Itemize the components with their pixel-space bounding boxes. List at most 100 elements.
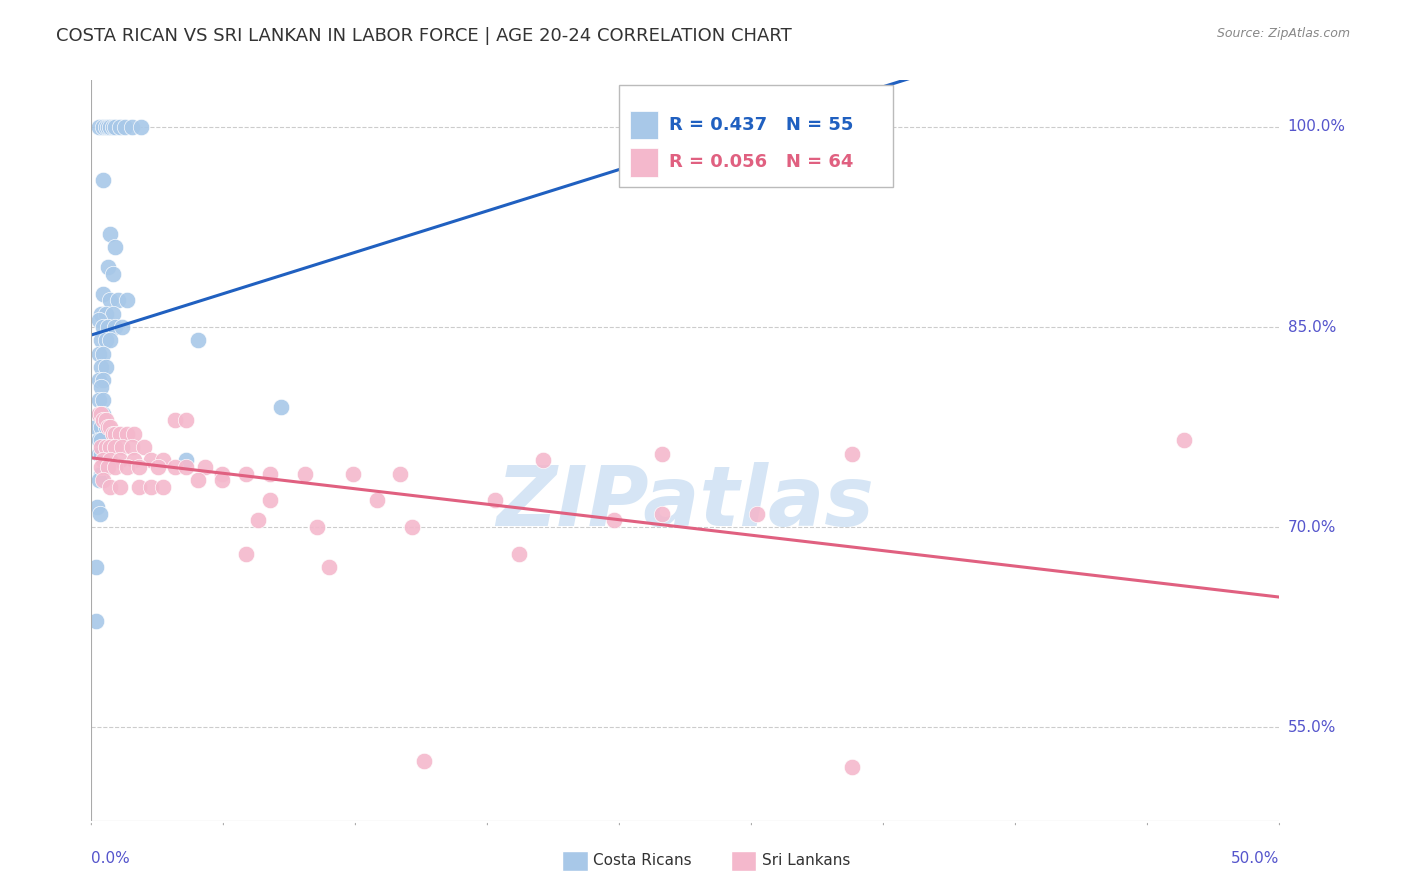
Point: [128, 460, 150, 475]
Text: ZIPatlas: ZIPatlas: [496, 462, 875, 543]
Point: [97, 120, 120, 134]
Point: [294, 467, 316, 481]
Point: [108, 120, 131, 134]
Point: [270, 400, 292, 414]
Point: [91, 347, 114, 361]
Point: [152, 453, 174, 467]
Point: [121, 440, 143, 454]
Point: [91, 320, 114, 334]
Text: R = 0.437   N = 55: R = 0.437 N = 55: [669, 116, 853, 134]
Point: [401, 520, 423, 534]
Point: [87, 474, 110, 488]
Point: [100, 334, 122, 348]
Text: Source: ZipAtlas.com: Source: ZipAtlas.com: [1216, 27, 1350, 40]
Point: [100, 227, 122, 241]
Point: [100, 420, 122, 434]
Point: [176, 460, 198, 475]
Point: [97, 460, 120, 475]
Point: [90, 460, 112, 475]
Point: [90, 307, 112, 321]
Point: [121, 120, 143, 134]
Point: [146, 460, 169, 475]
Point: [91, 173, 114, 187]
Point: [531, 453, 554, 467]
Point: [94, 360, 117, 375]
Point: [87, 407, 110, 421]
Point: [603, 514, 626, 528]
Point: [259, 467, 281, 481]
Point: [90, 407, 112, 421]
Point: [94, 307, 117, 321]
Point: [87, 373, 110, 387]
Point: [841, 760, 863, 774]
Point: [94, 413, 117, 427]
Text: 50.0%: 50.0%: [1232, 851, 1279, 866]
Point: [101, 267, 124, 281]
Point: [89, 507, 111, 521]
Point: [91, 474, 114, 488]
Point: [176, 413, 198, 427]
Point: [100, 453, 122, 467]
Point: [84, 614, 107, 628]
Point: [114, 120, 136, 134]
Point: [90, 467, 112, 481]
Point: [235, 467, 257, 481]
Point: [90, 434, 112, 448]
Point: [108, 453, 131, 467]
Point: [94, 420, 117, 434]
Point: [84, 560, 107, 574]
Point: [342, 467, 364, 481]
Point: [84, 420, 107, 434]
Point: [307, 520, 329, 534]
Point: [318, 560, 340, 574]
Point: [91, 120, 114, 134]
Point: [152, 480, 174, 494]
Point: [87, 347, 110, 361]
Text: R = 0.056   N = 64: R = 0.056 N = 64: [669, 153, 853, 171]
Point: [508, 547, 530, 561]
Point: [163, 460, 186, 475]
Point: [91, 373, 114, 387]
Point: [87, 407, 110, 421]
Point: [246, 514, 269, 528]
Text: Costa Ricans: Costa Ricans: [593, 854, 692, 868]
Point: [235, 547, 257, 561]
Point: [211, 467, 233, 481]
Point: [100, 480, 122, 494]
Point: [86, 500, 108, 515]
Point: [90, 360, 112, 375]
Point: [104, 440, 127, 454]
Point: [841, 447, 863, 461]
Point: [104, 240, 127, 254]
Point: [211, 474, 233, 488]
Point: [94, 440, 117, 454]
Point: [104, 120, 127, 134]
Point: [107, 293, 129, 308]
Point: [94, 334, 117, 348]
Point: [100, 293, 122, 308]
Text: COSTA RICAN VS SRI LANKAN IN LABOR FORCE | AGE 20-24 CORRELATION CHART: COSTA RICAN VS SRI LANKAN IN LABOR FORCE…: [56, 27, 792, 45]
Point: [651, 447, 673, 461]
Point: [100, 440, 122, 454]
Point: [91, 407, 114, 421]
Point: [91, 413, 114, 427]
Point: [413, 754, 436, 768]
Point: [122, 426, 145, 441]
Point: [104, 460, 127, 475]
Text: 70.0%: 70.0%: [1288, 520, 1336, 534]
Point: [91, 453, 114, 467]
Text: Sri Lankans: Sri Lankans: [762, 854, 851, 868]
Point: [104, 426, 127, 441]
Point: [87, 120, 110, 134]
Point: [132, 440, 155, 454]
Point: [163, 413, 186, 427]
Text: 0.0%: 0.0%: [91, 851, 131, 866]
Point: [104, 320, 127, 334]
Point: [101, 307, 124, 321]
Point: [90, 440, 112, 454]
Point: [366, 493, 388, 508]
Point: [101, 426, 124, 441]
Point: [176, 453, 198, 467]
Point: [128, 480, 150, 494]
Point: [90, 447, 112, 461]
